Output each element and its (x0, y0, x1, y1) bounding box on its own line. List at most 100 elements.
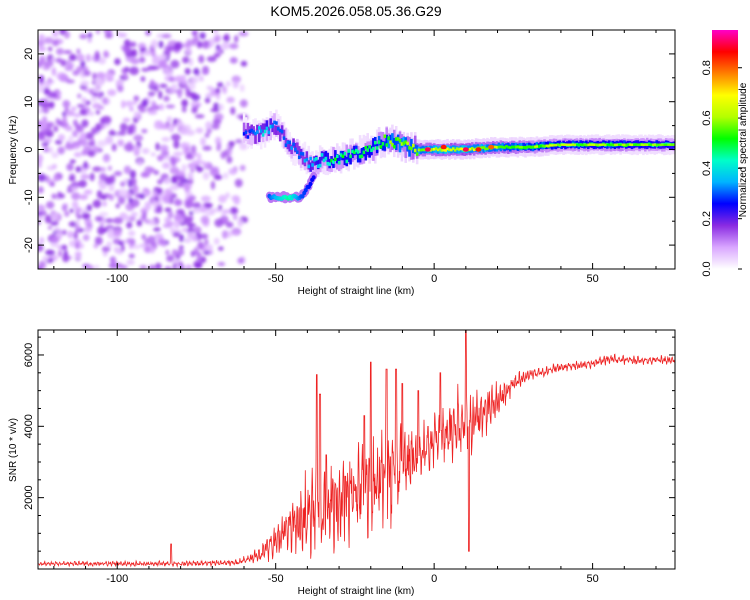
noise-blob (102, 115, 112, 125)
noise-blob (195, 127, 204, 134)
signal-cell (501, 145, 504, 149)
noise-blob (52, 39, 59, 47)
x-tick-label: -100 (106, 573, 128, 585)
signal-cell (436, 148, 440, 152)
signal-cell (372, 145, 375, 161)
noise-blob (226, 155, 233, 164)
noise-blob (170, 83, 178, 90)
noise-blob (156, 187, 163, 195)
noise-blob (70, 186, 79, 191)
signal-cell (404, 142, 408, 159)
signal-cell (379, 131, 383, 148)
signal-cell (480, 146, 484, 150)
colorbar-tick-label: 0.0 (701, 261, 713, 276)
noise-blob (148, 219, 157, 226)
noise-blob (98, 181, 107, 190)
band-core (534, 145, 539, 148)
noise-blob (87, 150, 96, 157)
noise-blob (72, 130, 79, 138)
band-core (522, 145, 527, 149)
signal-cell (434, 147, 438, 150)
hot-spots (424, 144, 495, 152)
noise-blob (185, 264, 193, 269)
signal-cell (328, 162, 331, 166)
noise-blob (159, 144, 169, 152)
hot-spot (488, 144, 495, 150)
noise-blob (179, 126, 189, 136)
signal-cell (398, 142, 402, 153)
signal-cell (400, 142, 404, 146)
noise-blob (186, 222, 196, 228)
signal-cell (320, 152, 324, 169)
noise-blob (117, 241, 124, 246)
signal-cell (256, 128, 259, 144)
signal-cell (353, 150, 356, 155)
noise-blob (182, 56, 190, 64)
signal-cell (280, 129, 284, 134)
noise-blob (234, 35, 239, 43)
signal-cell (347, 149, 350, 153)
signal-cell (470, 146, 474, 150)
noise-blob (120, 181, 126, 187)
noise-blob (125, 100, 134, 107)
noise-blob (150, 152, 156, 157)
noise-blob (130, 57, 140, 65)
noise-blob (177, 248, 185, 256)
band-core (667, 143, 672, 146)
colorbar: 0.0 0.2 0.4 0.6 0.8 Normalized spectral ampl… (701, 30, 749, 277)
noise-blob (185, 46, 192, 55)
signal-cell (438, 147, 442, 151)
noise-blob (46, 101, 55, 108)
noise-blob (94, 50, 100, 59)
signal-cell (349, 144, 352, 161)
noise-blob (133, 95, 140, 102)
noise-blob (45, 130, 54, 138)
noise-blob (102, 96, 108, 105)
noise-blob (181, 99, 189, 107)
noise-blob (92, 166, 102, 172)
signal-cell (341, 152, 345, 169)
signal-cell (330, 158, 333, 163)
noise-blob (134, 111, 139, 119)
band-core (557, 143, 562, 147)
noise-blob (126, 130, 134, 135)
noise-blob (97, 105, 105, 110)
noise-blob (50, 212, 59, 221)
y-tick-label: -20 (23, 237, 35, 253)
x-tick-label: -50 (268, 573, 284, 585)
noise-blob (229, 207, 239, 215)
noise-blob (86, 100, 91, 105)
signal-cell (250, 128, 254, 133)
noise-blob (87, 38, 93, 43)
noise-blob (205, 92, 213, 99)
noise-blob (38, 215, 44, 221)
signal-cell (482, 145, 485, 153)
signal-cell (309, 156, 312, 161)
noise-blob (65, 79, 75, 84)
signal-cell (459, 147, 463, 151)
signal-cell (269, 118, 273, 128)
signal-cell (326, 161, 330, 166)
band-core (587, 143, 592, 146)
noise-blob (206, 85, 214, 91)
signal-cell (446, 147, 449, 151)
signal-cell (402, 141, 406, 146)
noise-blob (192, 226, 202, 234)
noise-blob (51, 67, 57, 76)
noise-blob (84, 132, 94, 140)
signal-cell (288, 140, 292, 144)
branch-core (300, 194, 305, 199)
noise-blob (154, 87, 159, 93)
noise-blob (51, 30, 59, 38)
noise-blob (142, 211, 147, 220)
signal-cell (408, 146, 411, 150)
signal-cell (282, 129, 286, 139)
noise-blob (57, 134, 66, 142)
signal-cell (394, 137, 398, 141)
colorbar-gradient (712, 30, 738, 269)
noise-blobs (38, 30, 249, 269)
noise-blob (43, 36, 54, 44)
noise-blob (234, 178, 243, 188)
noise-blob (101, 228, 108, 233)
signal-cell (360, 154, 364, 158)
